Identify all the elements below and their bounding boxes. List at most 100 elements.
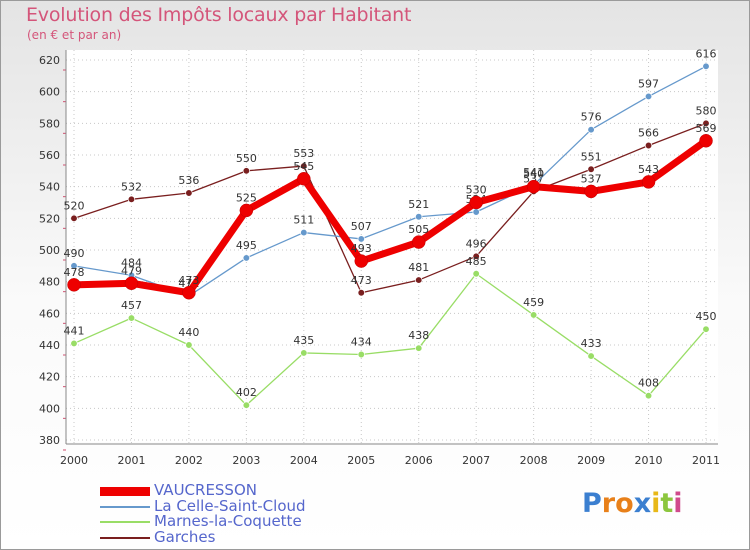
chart-subtitle: (en € et par an) bbox=[27, 28, 122, 42]
y-tick-label: 400 bbox=[39, 402, 60, 415]
data-point-vaucresson bbox=[297, 172, 311, 186]
y-tick-label: 620 bbox=[39, 54, 60, 67]
data-label-garches: 496 bbox=[466, 237, 487, 250]
data-label-marnes-la-coquette: 433 bbox=[581, 337, 602, 350]
data-point-garches bbox=[300, 162, 308, 170]
data-label-vaucresson: 537 bbox=[581, 172, 602, 185]
data-label-garches: 553 bbox=[293, 147, 314, 160]
y-tick-label: 580 bbox=[39, 117, 60, 130]
data-label-vaucresson: 543 bbox=[638, 163, 659, 176]
legend-label-garches: Garches bbox=[154, 528, 216, 546]
logo-letter-r: r bbox=[601, 488, 616, 519]
legend-swatch-vaucresson bbox=[100, 487, 150, 496]
data-label-la-celle-saint-cloud: 576 bbox=[581, 111, 602, 124]
logo-letter-x: x bbox=[633, 488, 652, 519]
data-point-marnes-la-coquette bbox=[529, 311, 538, 319]
data-label-vaucresson: 569 bbox=[696, 122, 717, 135]
data-label-marnes-la-coquette: 435 bbox=[293, 334, 314, 347]
data-point-garches bbox=[702, 119, 710, 127]
data-label-la-celle-saint-cloud: 484 bbox=[121, 256, 142, 269]
data-label-garches: 537 bbox=[523, 172, 544, 185]
data-point-la-celle-saint-cloud bbox=[70, 262, 78, 270]
x-tick-label: 2009 bbox=[577, 454, 605, 467]
data-label-garches: 520 bbox=[64, 199, 85, 212]
data-point-marnes-la-coquette bbox=[357, 350, 365, 359]
data-point-vaucresson bbox=[124, 276, 139, 290]
y-tick-label: 600 bbox=[39, 86, 60, 99]
data-point-vaucresson bbox=[584, 184, 598, 199]
data-label-vaucresson: 530 bbox=[466, 184, 487, 197]
data-point-marnes-la-coquette bbox=[472, 270, 480, 278]
data-label-marnes-la-coquette: 459 bbox=[523, 296, 544, 309]
data-label-vaucresson: 479 bbox=[121, 264, 142, 277]
x-tick-label: 2004 bbox=[290, 454, 318, 467]
y-tick-label: 440 bbox=[39, 339, 60, 352]
data-label-vaucresson: 525 bbox=[236, 191, 257, 204]
y-tick-label: 560 bbox=[39, 149, 60, 162]
data-point-marnes-la-coquette bbox=[415, 344, 423, 352]
series-line-marnes-la-coquette bbox=[73, 273, 707, 406]
data-point-vaucresson bbox=[354, 254, 369, 268]
plot-area bbox=[66, 50, 718, 442]
data-label-garches: 551 bbox=[581, 150, 602, 163]
legend-item-marnes-la-coquette: Marnes-la-Coquette bbox=[100, 512, 320, 530]
data-label-marnes-la-coquette: 402 bbox=[236, 386, 257, 399]
data-label-la-celle-saint-cloud: 597 bbox=[638, 77, 659, 90]
x-tick-label: 2005 bbox=[347, 454, 375, 467]
data-label-marnes-la-coquette: 434 bbox=[351, 336, 372, 349]
proxiti-logo: Proxiti bbox=[582, 488, 683, 519]
legend-swatch-marnes-la-coquette bbox=[100, 521, 150, 523]
series-line-vaucresson bbox=[70, 137, 710, 297]
data-label-garches: 550 bbox=[236, 152, 257, 165]
data-point-vaucresson bbox=[641, 175, 656, 189]
data-point-vaucresson bbox=[239, 203, 254, 218]
y-tick-label: 480 bbox=[39, 276, 60, 289]
data-label-vaucresson: 540 bbox=[523, 168, 544, 181]
logo-letter-t: t bbox=[660, 488, 674, 519]
data-point-garches bbox=[70, 214, 78, 222]
legend-item-vaucresson: VAUCRESSON bbox=[100, 481, 320, 499]
y-tick-label: 420 bbox=[39, 371, 60, 384]
data-label-la-celle-saint-cloud: 495 bbox=[236, 239, 257, 252]
data-point-vaucresson bbox=[67, 278, 81, 292]
logo-letter-o: o bbox=[615, 488, 634, 519]
x-tick-label: 2010 bbox=[635, 454, 663, 467]
data-label-la-celle-saint-cloud: 507 bbox=[351, 220, 372, 233]
data-point-vaucresson bbox=[699, 134, 713, 148]
data-point-marnes-la-coquette bbox=[702, 325, 710, 333]
data-label-marnes-la-coquette: 440 bbox=[178, 326, 199, 339]
y-tick-label: 500 bbox=[39, 244, 60, 257]
data-label-marnes-la-coquette: 485 bbox=[466, 255, 487, 268]
data-label-marnes-la-coquette: 457 bbox=[121, 299, 142, 312]
data-point-garches bbox=[185, 189, 193, 197]
data-label-la-celle-saint-cloud: 490 bbox=[64, 247, 85, 260]
data-point-garches bbox=[644, 141, 653, 150]
data-point-marnes-la-coquette bbox=[644, 392, 653, 400]
data-point-la-celle-saint-cloud bbox=[587, 126, 595, 134]
x-tick-label: 2006 bbox=[405, 454, 433, 467]
data-point-marnes-la-coquette bbox=[300, 349, 308, 357]
data-point-garches bbox=[415, 276, 423, 284]
data-label-vaucresson: 505 bbox=[408, 223, 429, 236]
data-point-la-celle-saint-cloud bbox=[242, 254, 251, 262]
logo-letter-i2: i bbox=[673, 488, 683, 519]
data-point-vaucresson bbox=[411, 235, 426, 249]
series-line-garches bbox=[73, 122, 707, 294]
data-point-marnes-la-coquette bbox=[587, 352, 595, 360]
y-tick-label: 380 bbox=[39, 434, 60, 447]
data-label-garches: 532 bbox=[121, 180, 142, 193]
legend-label-marnes-la-coquette: Marnes-la-Coquette bbox=[154, 512, 302, 530]
data-point-vaucresson bbox=[526, 179, 541, 194]
legend-label-vaucresson: VAUCRESSON bbox=[154, 481, 257, 499]
legend-item-garches: Garches bbox=[100, 528, 320, 546]
data-point-garches bbox=[587, 165, 595, 173]
data-label-garches: 473 bbox=[351, 274, 372, 287]
x-tick-label: 2003 bbox=[232, 454, 260, 467]
y-tick-label: 540 bbox=[39, 181, 60, 194]
data-label-garches: 580 bbox=[696, 104, 717, 117]
legend-swatch-la-celle-saint-cloud bbox=[100, 506, 150, 508]
data-point-vaucresson bbox=[469, 195, 483, 210]
data-point-garches bbox=[127, 195, 136, 203]
logo-letter-i: i bbox=[651, 488, 661, 519]
